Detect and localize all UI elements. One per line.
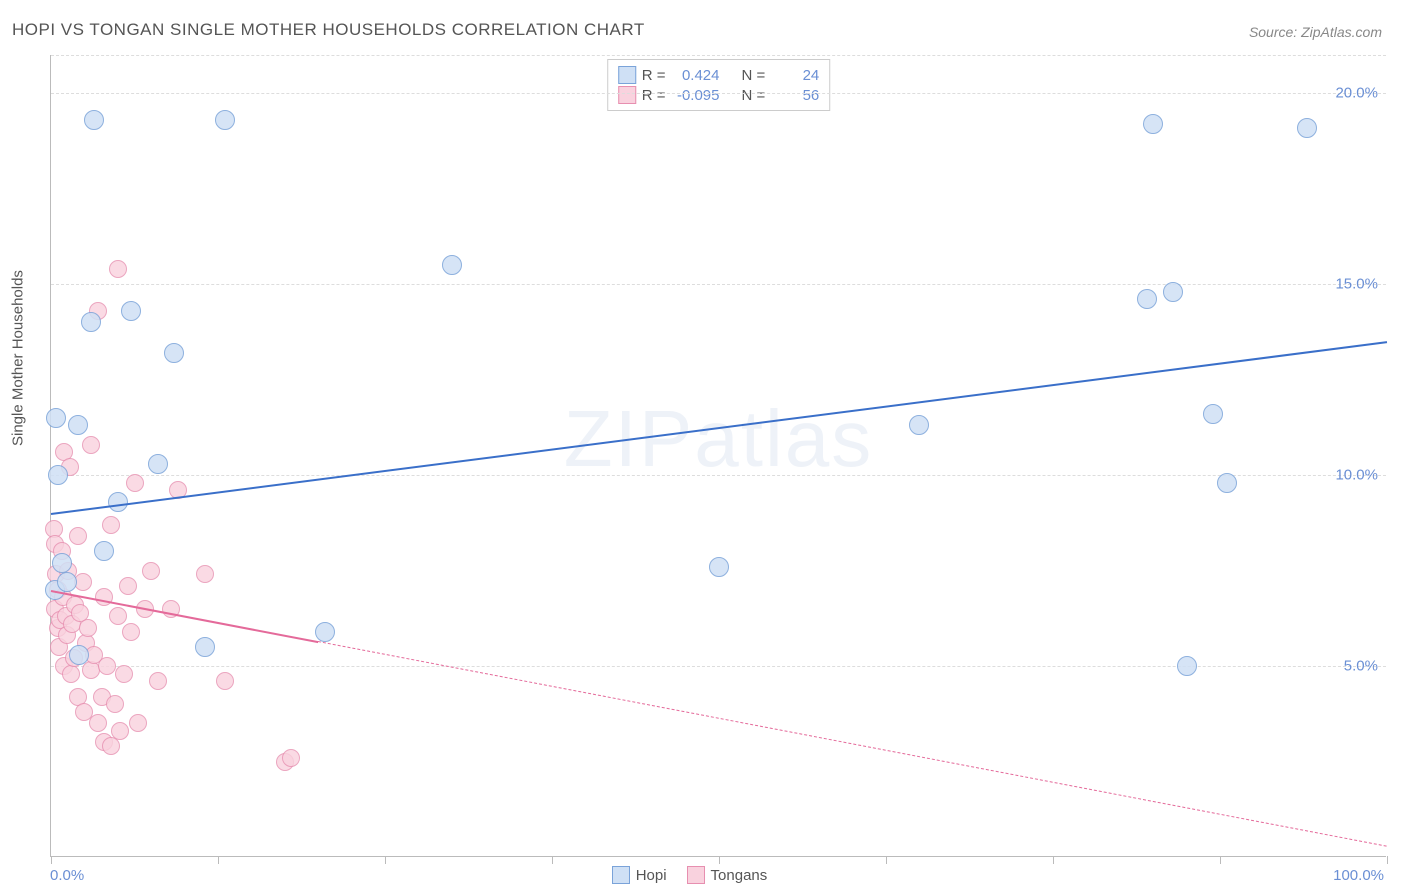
hopi-point xyxy=(57,572,77,592)
x-tick xyxy=(552,856,553,864)
hopi-point xyxy=(48,465,68,485)
hopi-point xyxy=(1137,289,1157,309)
x-tick xyxy=(719,856,720,864)
hopi-point xyxy=(46,408,66,428)
hopi-point xyxy=(94,541,114,561)
y-tick-label: 20.0% xyxy=(1335,85,1378,102)
x-tick xyxy=(1053,856,1054,864)
tongans-point xyxy=(102,516,120,534)
tongans-point xyxy=(102,737,120,755)
x-tick xyxy=(51,856,52,864)
hopi-point xyxy=(1163,282,1183,302)
x-tick xyxy=(1220,856,1221,864)
hopi-point xyxy=(52,553,72,573)
source-label: Source: ZipAtlas.com xyxy=(1249,24,1382,40)
tongans-point xyxy=(111,722,129,740)
tongans-point xyxy=(282,749,300,767)
legend-row-hopi: R = 0.424 N = 24 xyxy=(618,66,820,84)
x-tick xyxy=(1387,856,1388,864)
gridline xyxy=(51,475,1386,476)
tongans-point xyxy=(142,562,160,580)
chart-title: HOPI VS TONGAN SINGLE MOTHER HOUSEHOLDS … xyxy=(12,20,645,40)
hopi-point xyxy=(315,622,335,642)
hopi-point xyxy=(442,255,462,275)
tongans-point xyxy=(122,623,140,641)
tongans-point xyxy=(149,672,167,690)
gridline xyxy=(51,93,1386,94)
hopi-point xyxy=(108,492,128,512)
tongans-point xyxy=(98,657,116,675)
y-tick-label: 5.0% xyxy=(1344,658,1378,675)
hopi-point xyxy=(164,343,184,363)
tongans-point xyxy=(196,565,214,583)
tongans-point xyxy=(109,607,127,625)
watermark: ZIPatlas xyxy=(564,393,873,485)
tongans-point xyxy=(69,527,87,545)
swatch-tongans xyxy=(618,86,636,104)
hopi-point xyxy=(68,415,88,435)
y-tick-label: 10.0% xyxy=(1335,467,1378,484)
x-axis-min-label: 0.0% xyxy=(50,867,84,884)
hopi-point xyxy=(909,415,929,435)
hopi-point xyxy=(195,637,215,657)
plot-area: ZIPatlas R = 0.424 N = 24 R = -0.095 N =… xyxy=(50,55,1386,857)
x-tick xyxy=(218,856,219,864)
series-legend: Hopi Tongans xyxy=(612,866,768,884)
swatch-hopi xyxy=(618,66,636,84)
tongans-point xyxy=(109,260,127,278)
x-axis-max-label: 100.0% xyxy=(1333,867,1384,884)
hopi-point xyxy=(1203,404,1223,424)
x-tick xyxy=(886,856,887,864)
tongans-point xyxy=(106,695,124,713)
y-tick-label: 15.0% xyxy=(1335,276,1378,293)
tongans-point xyxy=(129,714,147,732)
trend-line xyxy=(51,341,1387,515)
hopi-point xyxy=(69,645,89,665)
hopi-point xyxy=(215,110,235,130)
gridline xyxy=(51,55,1386,56)
tongans-point xyxy=(119,577,137,595)
hopi-point xyxy=(1297,118,1317,138)
hopi-point xyxy=(84,110,104,130)
hopi-point xyxy=(1143,114,1163,134)
tongans-point xyxy=(216,672,234,690)
tongans-point xyxy=(115,665,133,683)
legend-item-hopi: Hopi xyxy=(612,866,667,884)
y-axis-label: Single Mother Households xyxy=(10,270,27,446)
hopi-point xyxy=(709,557,729,577)
gridline xyxy=(51,284,1386,285)
hopi-point xyxy=(148,454,168,474)
legend-item-tongans: Tongans xyxy=(687,866,768,884)
legend-row-tongans: R = -0.095 N = 56 xyxy=(618,86,820,104)
swatch-tongans-bottom xyxy=(687,866,705,884)
correlation-legend: R = 0.424 N = 24 R = -0.095 N = 56 xyxy=(607,59,831,111)
trend-line xyxy=(318,641,1387,847)
swatch-hopi-bottom xyxy=(612,866,630,884)
chart-container: HOPI VS TONGAN SINGLE MOTHER HOUSEHOLDS … xyxy=(0,0,1406,892)
hopi-point xyxy=(121,301,141,321)
tongans-point xyxy=(82,436,100,454)
tongans-point xyxy=(62,665,80,683)
tongans-point xyxy=(89,714,107,732)
tongans-point xyxy=(79,619,97,637)
hopi-point xyxy=(81,312,101,332)
hopi-point xyxy=(1177,656,1197,676)
x-tick xyxy=(385,856,386,864)
tongans-point xyxy=(126,474,144,492)
hopi-point xyxy=(1217,473,1237,493)
